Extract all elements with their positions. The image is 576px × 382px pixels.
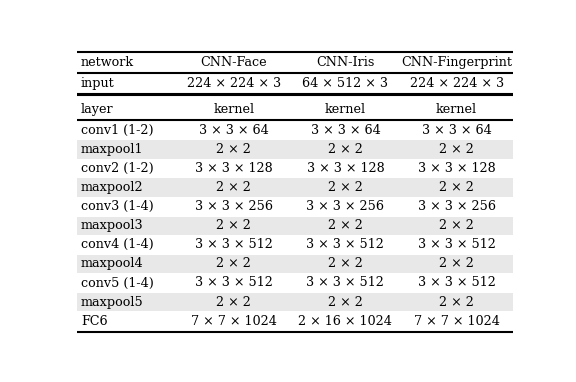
Text: 2 × 16 × 1024: 2 × 16 × 1024 [298, 314, 392, 327]
Text: CNN-Face: CNN-Face [200, 56, 267, 69]
Text: 2 × 2: 2 × 2 [328, 181, 363, 194]
Text: 2 × 2: 2 × 2 [217, 257, 251, 270]
Text: 2 × 2: 2 × 2 [217, 181, 251, 194]
Text: 2 × 2: 2 × 2 [217, 143, 251, 156]
Text: 3 × 3 × 512: 3 × 3 × 512 [418, 238, 495, 251]
Text: 2 × 2: 2 × 2 [439, 181, 474, 194]
Text: CNN-Fingerprint: CNN-Fingerprint [401, 56, 512, 69]
Text: 2 × 2: 2 × 2 [328, 219, 363, 232]
Text: input: input [81, 77, 115, 90]
Text: kernel: kernel [213, 103, 255, 116]
Text: FC6: FC6 [81, 314, 108, 327]
Text: 7 × 7 × 1024: 7 × 7 × 1024 [414, 314, 499, 327]
Text: layer: layer [81, 103, 113, 116]
Text: 3 × 3 × 64: 3 × 3 × 64 [422, 124, 491, 137]
Text: 224 × 224 × 3: 224 × 224 × 3 [410, 77, 503, 90]
Text: conv2 (1-2): conv2 (1-2) [81, 162, 154, 175]
Text: 3 × 3 × 512: 3 × 3 × 512 [195, 277, 273, 290]
Text: 2 × 2: 2 × 2 [217, 219, 251, 232]
Text: kernel: kernel [436, 103, 477, 116]
Text: conv1 (1-2): conv1 (1-2) [81, 124, 154, 137]
Text: 2 × 2: 2 × 2 [328, 296, 363, 309]
Text: maxpool1: maxpool1 [81, 143, 143, 156]
Text: 3 × 3 × 64: 3 × 3 × 64 [310, 124, 380, 137]
Text: 3 × 3 × 256: 3 × 3 × 256 [418, 200, 495, 213]
Bar [77, 178, 513, 197]
Text: 3 × 3 × 256: 3 × 3 × 256 [306, 200, 384, 213]
Bar [77, 217, 513, 235]
Text: conv3 (1-4): conv3 (1-4) [81, 200, 154, 213]
Text: maxpool2: maxpool2 [81, 181, 143, 194]
Text: 224 × 224 × 3: 224 × 224 × 3 [187, 77, 281, 90]
Text: 3 × 3 × 128: 3 × 3 × 128 [418, 162, 495, 175]
Text: 3 × 3 × 128: 3 × 3 × 128 [195, 162, 272, 175]
Text: 2 × 2: 2 × 2 [439, 219, 474, 232]
Text: 2 × 2: 2 × 2 [439, 143, 474, 156]
Bar [77, 293, 513, 311]
Text: 2 × 2: 2 × 2 [439, 257, 474, 270]
Text: 3 × 3 × 512: 3 × 3 × 512 [306, 238, 384, 251]
Bar [77, 140, 513, 159]
Text: 2 × 2: 2 × 2 [439, 296, 474, 309]
Text: 2 × 2: 2 × 2 [217, 296, 251, 309]
Text: maxpool4: maxpool4 [81, 257, 143, 270]
Text: 7 × 7 × 1024: 7 × 7 × 1024 [191, 314, 276, 327]
Text: 2 × 2: 2 × 2 [328, 257, 363, 270]
Text: 3 × 3 × 64: 3 × 3 × 64 [199, 124, 268, 137]
Text: 2 × 2: 2 × 2 [328, 143, 363, 156]
Text: conv5 (1-4): conv5 (1-4) [81, 277, 154, 290]
Text: conv4 (1-4): conv4 (1-4) [81, 238, 154, 251]
Text: 3 × 3 × 128: 3 × 3 × 128 [306, 162, 384, 175]
Text: maxpool3: maxpool3 [81, 219, 143, 232]
Bar [77, 254, 513, 273]
Text: 3 × 3 × 512: 3 × 3 × 512 [418, 277, 495, 290]
Text: 64 × 512 × 3: 64 × 512 × 3 [302, 77, 388, 90]
Text: 3 × 3 × 256: 3 × 3 × 256 [195, 200, 273, 213]
Text: kernel: kernel [325, 103, 366, 116]
Text: CNN-Iris: CNN-Iris [316, 56, 374, 69]
Text: 3 × 3 × 512: 3 × 3 × 512 [195, 238, 273, 251]
Text: maxpool5: maxpool5 [81, 296, 143, 309]
Text: 3 × 3 × 512: 3 × 3 × 512 [306, 277, 384, 290]
Text: network: network [81, 56, 134, 69]
